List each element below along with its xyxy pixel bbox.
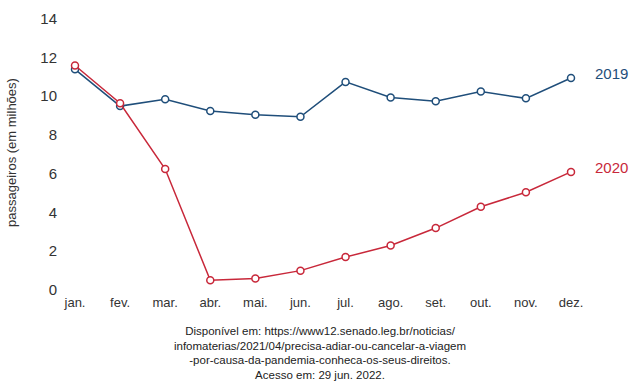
tick-mark — [60, 57, 62, 58]
x-tick-label: abr. — [199, 295, 221, 310]
y-tick-label: 10 — [40, 87, 57, 104]
series-marker — [207, 277, 214, 284]
y-tick-label: 12 — [40, 49, 57, 66]
series-line — [75, 69, 571, 116]
tick-mark — [60, 19, 62, 20]
series-marker — [342, 78, 349, 85]
legend-label: 2019 — [595, 65, 628, 82]
x-tick-label: out. — [470, 295, 492, 310]
x-tick-label: mar. — [153, 295, 178, 310]
y-tick-label: 14 — [40, 10, 57, 27]
series-marker — [568, 168, 575, 175]
x-tick-label: set. — [425, 295, 446, 310]
y-tick-label: 8 — [49, 126, 57, 143]
x-tick-label: nov. — [514, 295, 538, 310]
series-marker — [387, 94, 394, 101]
x-tick-label: ago. — [378, 295, 403, 310]
source-line: Disponível em: https://www12.senado.leg.… — [185, 325, 456, 337]
x-axis: jan. fev. mar. abr. mai. jun. jul. ago. set. out.… — [64, 295, 584, 310]
y-tick-label: 2 — [49, 242, 57, 259]
tick-mark — [60, 251, 62, 252]
y-tick-label: 4 — [49, 204, 57, 221]
tick-mark — [60, 212, 62, 213]
chart: 0 2 4 6 8 10 12 14 passageiros (em milhões) jan. f… — [0, 0, 640, 383]
source-line: -por-causa-da-pandemia-conheca-os-seus-d… — [189, 354, 450, 366]
y-tick-label: 6 — [49, 165, 57, 182]
tick-mark — [60, 96, 62, 97]
series-marker — [252, 111, 259, 118]
source-line: Acesso em: 29 jun. 2022. — [255, 369, 385, 381]
legend: 2019 2020 — [595, 65, 628, 176]
tick-mark — [60, 173, 62, 174]
series-marker — [297, 113, 304, 120]
series-marker — [568, 75, 575, 82]
x-tick-label: jun. — [289, 295, 311, 310]
x-tick-label: dez. — [559, 295, 584, 310]
tick-mark — [60, 290, 62, 291]
y-tick-label: 0 — [49, 281, 57, 298]
y-axis: 0 2 4 6 8 10 12 14 — [40, 10, 62, 298]
series-marker — [432, 98, 439, 105]
series-marker — [342, 254, 349, 261]
series-marker — [522, 189, 529, 196]
series-marker — [252, 275, 259, 282]
series-marker — [477, 88, 484, 95]
series-marker — [432, 225, 439, 232]
x-tick-label: fev. — [110, 295, 130, 310]
series-marker — [117, 100, 124, 107]
series-marker — [387, 242, 394, 249]
series-marker — [297, 267, 304, 274]
series-marker — [207, 107, 214, 114]
x-tick-label: jan. — [64, 295, 86, 310]
y-axis-label: passageiros (em milhões) — [4, 78, 19, 227]
x-tick-label: mai. — [243, 295, 268, 310]
source: Disponível em: https://www12.senado.leg.… — [174, 325, 466, 381]
plot-area — [72, 62, 575, 284]
series-marker — [162, 96, 169, 103]
chart-root: 0 2 4 6 8 10 12 14 passageiros (em milhões) jan. f… — [0, 0, 640, 383]
series-marker — [522, 95, 529, 102]
source-line: infomaterias/2021/04/precisa-adiar-ou-ca… — [174, 340, 466, 352]
tick-mark — [60, 135, 62, 136]
series-marker — [72, 62, 79, 69]
series-marker — [477, 203, 484, 210]
legend-label: 2020 — [595, 159, 628, 176]
series-line — [75, 65, 571, 280]
series-marker — [162, 166, 169, 173]
x-tick-label: jul. — [336, 295, 354, 310]
